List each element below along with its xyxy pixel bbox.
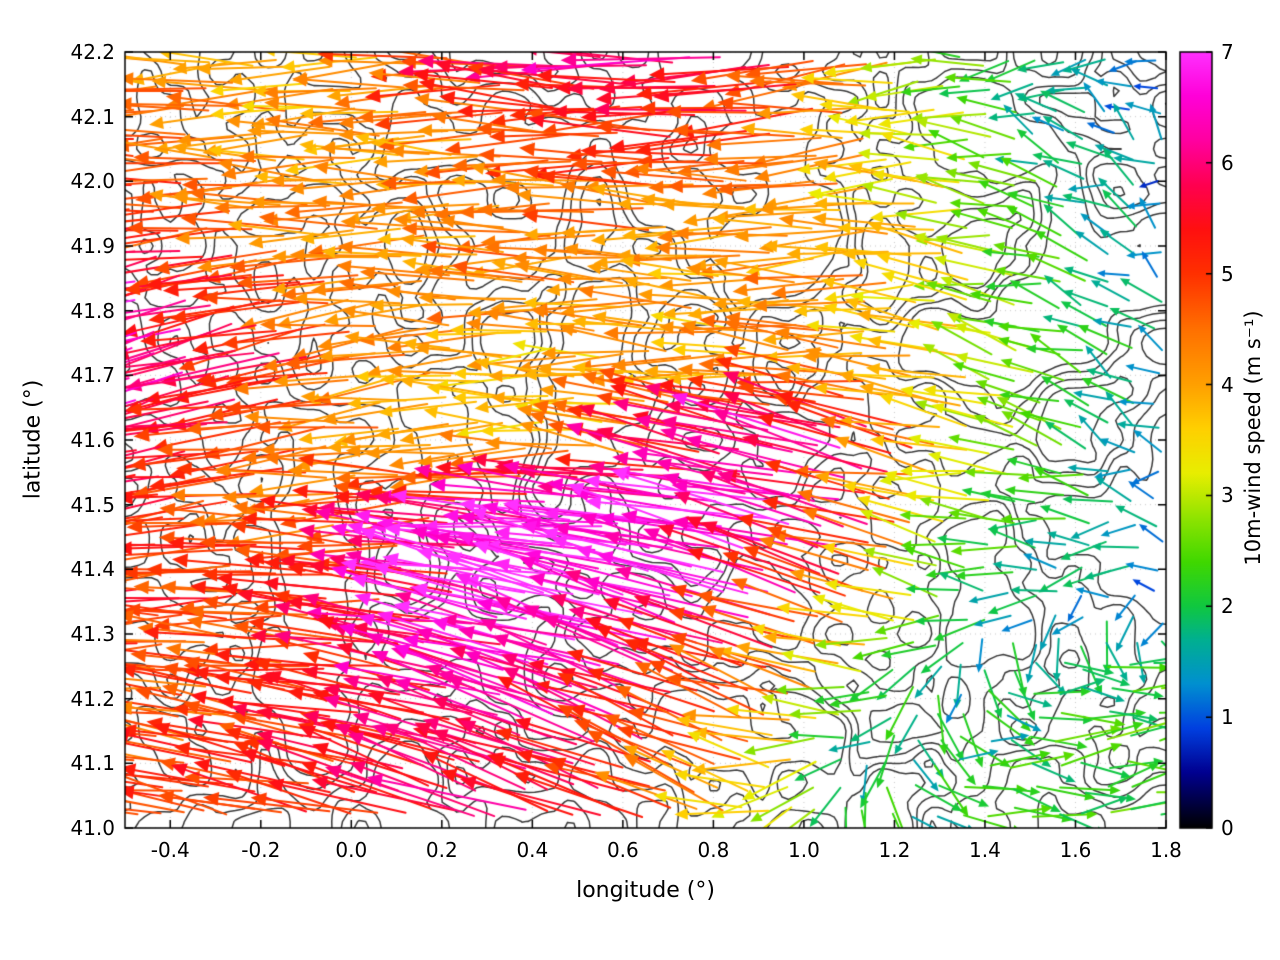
x-tick-label: 1.4 (969, 838, 1001, 862)
colorbar-tick-label: 3 (1221, 483, 1234, 508)
y-tick-label: 41.3 (70, 622, 115, 646)
y-tick-label: 41.2 (70, 686, 115, 711)
x-tick-label: 1.6 (1059, 838, 1092, 862)
y-tick-label: 41.9 (70, 234, 115, 258)
x-tick-label: 1.0 (788, 838, 820, 862)
y-tick-label: 41.1 (70, 751, 115, 776)
colorbar-tick-label: 6 (1221, 150, 1234, 175)
x-tick-label: 1.2 (878, 838, 911, 862)
y-tick-label: 41.0 (70, 816, 115, 840)
colorbar-tick-label: 2 (1221, 594, 1234, 619)
x-tick-label: 1.8 (1150, 838, 1182, 862)
y-tick-label: 42.1 (70, 104, 115, 129)
y-tick-label: 41.7 (70, 363, 115, 388)
x-tick-label: -0.4 (150, 838, 190, 862)
colorbar-tick-label: 1 (1221, 705, 1234, 730)
x-tick-label: 0.2 (425, 838, 458, 862)
y-tick-label: 42.0 (70, 169, 115, 194)
x-tick-label: 0.0 (335, 838, 368, 862)
x-tick-label: 0.6 (606, 838, 639, 862)
colorbar-label: 10m-wind speed (m s⁻¹) (1241, 310, 1265, 566)
x-tick-label: -0.2 (241, 838, 281, 862)
x-axis-label: longitude (°) (576, 878, 715, 903)
y-tick-label: 42.2 (70, 40, 115, 64)
colorbar-tick-label: 4 (1221, 372, 1234, 397)
colorbar-tick-label: 0 (1221, 816, 1234, 840)
colorbar-tick-label: 5 (1221, 261, 1234, 286)
colorbar-tick-label: 7 (1221, 40, 1234, 64)
x-tick-label: 0.8 (697, 838, 730, 862)
y-tick-label: 41.5 (70, 492, 115, 517)
x-tick-label: 0.4 (516, 838, 549, 862)
y-tick-label: 41.4 (70, 557, 115, 582)
y-tick-label: 41.8 (70, 298, 115, 323)
y-tick-label: 41.6 (70, 428, 115, 452)
